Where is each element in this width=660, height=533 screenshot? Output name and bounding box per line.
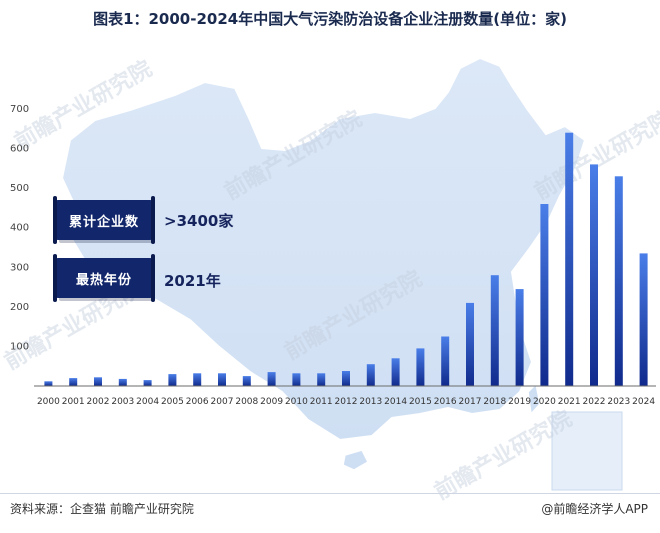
bar-2024 [639,253,648,386]
x-axis-ticks: 2000 2001 2002 2003 2004 2005 2006 2007 2008 2009… [37,397,655,407]
stat-peak-value: 2021年 [164,272,221,290]
bar-2022 [590,164,598,386]
bar-2006 [193,373,202,386]
stat-box-peak-label: 最热年份 [53,254,155,302]
x-tick-label: 2019 [508,397,531,407]
bar-2017 [466,302,474,386]
x-tick-label: 2009 [260,397,283,407]
x-tick-label: 2016 [434,397,457,407]
y-tick-label: 100 [10,341,29,352]
x-tick-label: 2011 [310,397,333,407]
bar-2007 [218,373,226,386]
y-tick-label: 200 [10,302,29,313]
bar-2008 [242,376,251,386]
taiwan-island [527,382,541,416]
bar-2011 [317,373,326,386]
bar-2019 [515,289,524,386]
x-tick-label: 2014 [384,397,407,407]
x-tick-label: 2007 [211,397,234,407]
x-tick-label: 2024 [632,397,655,407]
bar-2004 [143,380,152,386]
x-tick-label: 2004 [136,397,159,407]
x-tick-label: 2023 [607,397,630,407]
bar-2009 [267,372,276,386]
stat-total-value: >3400家 [164,212,234,230]
brand-credit: @前瞻经济学人APP [541,502,648,516]
bar-2015 [416,348,425,386]
x-tick-label: 2000 [37,397,60,407]
y-tick-label: 600 [10,144,29,155]
bar-2021 [565,132,574,386]
x-tick-label: 2005 [161,397,184,407]
bar-2023 [614,176,623,386]
footer-divider [0,493,660,494]
bar-2013 [366,364,375,386]
bar-2010 [292,373,301,386]
x-tick-label: 2001 [62,397,85,407]
y-tick-label: 700 [10,104,29,115]
x-tick-label: 2020 [533,397,556,407]
bar-2003 [118,378,127,386]
bar-2000 [44,381,53,386]
y-tick-label: 500 [10,183,29,194]
y-tick-label: 400 [10,223,29,234]
x-tick-label: 2012 [335,397,358,407]
x-tick-label: 2010 [285,397,308,407]
bar-2018 [490,275,499,386]
x-tick-label: 2017 [459,397,482,407]
bars-group [44,132,648,386]
x-tick-label: 2022 [583,397,606,407]
x-tick-label: 2003 [111,397,134,407]
x-tick-label: 2006 [186,397,209,407]
x-tick-label: 2002 [87,397,110,407]
x-tick-label: 2021 [558,397,581,407]
hainan-island [342,449,369,471]
x-tick-label: 2015 [409,397,432,407]
source-note: 资料来源：企查猫 前瞻产业研究院 [10,502,194,516]
y-tick-label: 300 [10,262,29,273]
bar-2002 [94,377,102,386]
south-china-sea-inset [551,411,623,491]
y-axis-ticks: 100 200 300 400 500 600 700 [10,104,29,352]
bar-2012 [342,371,350,386]
bar-2020 [540,204,549,386]
bar-2001 [69,378,78,386]
bar-2014 [391,358,400,386]
bar-2005 [168,374,177,386]
x-tick-label: 2008 [235,397,258,407]
chart-title: 图表1：2000-2024年中国大气污染防治设备企业注册数量(单位：家) [93,10,567,28]
bar-2016 [441,336,450,386]
x-tick-label: 2013 [359,397,382,407]
stat-box-total-label: 累计企业数 [53,196,155,244]
x-tick-label: 2018 [483,397,506,407]
